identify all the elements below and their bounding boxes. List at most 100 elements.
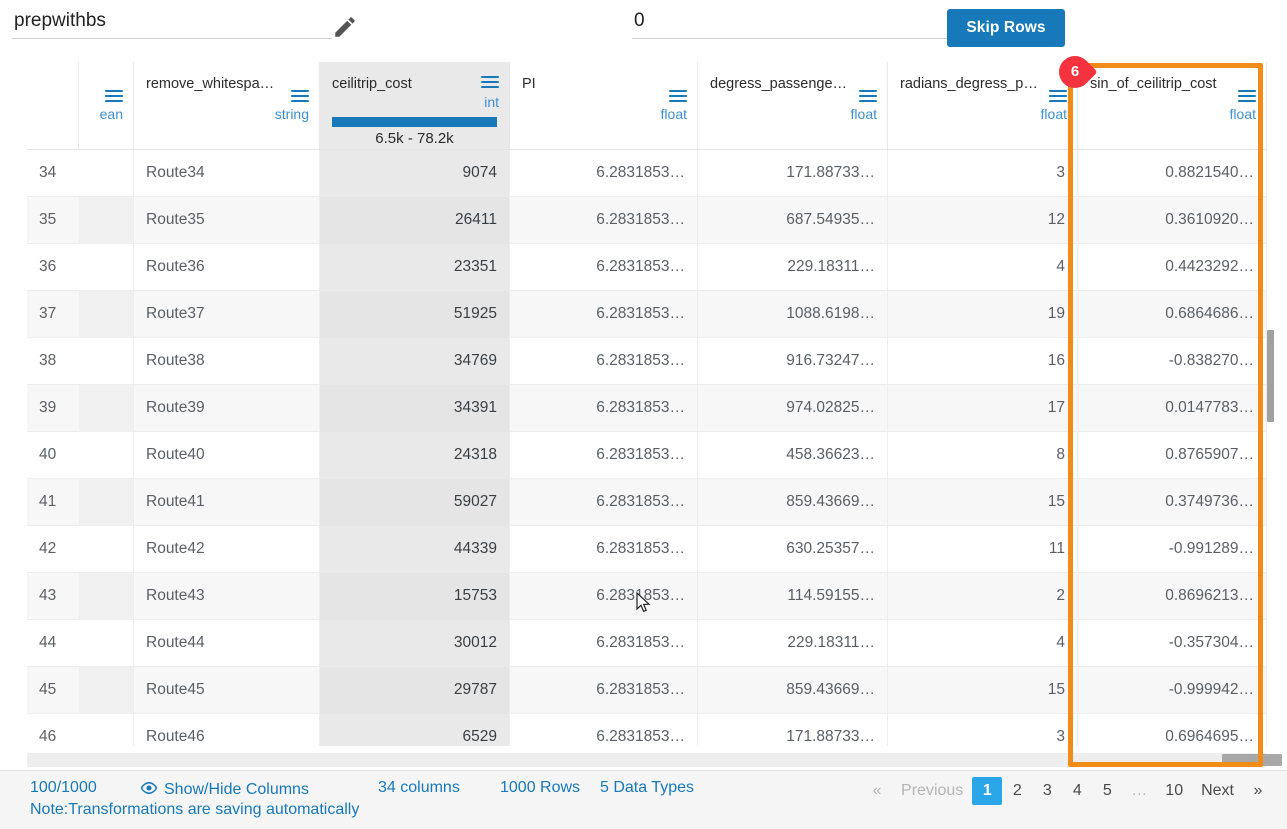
cell-pi[interactable]: 6.2831853… [510,714,698,746]
cell-sin[interactable]: -0.838270… [1078,338,1267,385]
column-header-rad[interactable]: radians_degress_p… float [888,62,1078,149]
cell-deg[interactable]: 229.18311… [698,244,888,291]
cell-idx[interactable]: 42 [39,540,57,557]
cell-bool[interactable] [79,620,134,667]
cell-sin[interactable]: 0.0147783… [1078,385,1267,432]
cell-deg[interactable]: 229.18311… [698,620,888,667]
pagination-next-chevron[interactable]: » [1253,782,1263,799]
cell-rad[interactable]: 8 [888,432,1078,479]
cell-ceil[interactable]: 26411 [320,197,510,244]
cell-rad[interactable]: 3 [888,714,1078,746]
pencil-icon[interactable] [332,14,358,40]
column-menu-icon[interactable] [669,90,687,103]
cell-ceil[interactable]: 34391 [320,385,510,432]
table-row[interactable]: 34 Route34 9074 6.2831853… 171.88733… 3 0.8821… [27,150,1267,197]
cell-sin[interactable]: -0.999942… [1078,667,1267,714]
cell-ceil[interactable]: 34769 [320,338,510,385]
cell-sin[interactable]: 0.8821540… [1078,150,1267,197]
table-row[interactable]: 44 Route44 30012 6.2831853… 229.18311… 4 -0.35… [27,620,1267,667]
cell-ceil[interactable]: 15753 [320,573,510,620]
cell-rad[interactable]: 11 [888,526,1078,573]
cell-str[interactable]: Route46 [134,714,320,746]
cell-bool[interactable] [79,291,134,338]
cell-sin[interactable]: 0.8765907… [1078,432,1267,479]
cell-deg[interactable]: 171.88733… [698,714,888,746]
cell-rad[interactable]: 2 [888,573,1078,620]
cell-str[interactable]: Route44 [134,620,320,667]
cell-ceil[interactable]: 30012 [320,620,510,667]
cell-bool[interactable] [79,714,134,746]
cell-bool[interactable] [79,385,134,432]
cell-ceil[interactable]: 23351 [320,244,510,291]
table-row[interactable]: 40 Route40 24318 6.2831853… 458.36623… 8 0.876… [27,432,1267,479]
cell-ceil[interactable]: 6529 [320,714,510,746]
cell-bool[interactable] [79,526,134,573]
pagination-page-3[interactable]: 3 [1042,782,1052,799]
table-row[interactable]: 45 Route45 29787 6.2831853… 859.43669… 15 -0.9… [27,667,1267,714]
pagination-page-2[interactable]: 2 [1012,782,1022,799]
cell-ceil[interactable]: 44339 [320,526,510,573]
skip-rows-button[interactable]: Skip Rows [947,9,1065,47]
cell-str[interactable]: Route36 [134,244,320,291]
cell-deg[interactable]: 974.02825… [698,385,888,432]
column-header-str[interactable]: remove_whitespace… string [134,62,320,149]
show-hide-columns-button[interactable]: Show/Hide Columns [140,779,309,799]
cell-str[interactable]: Route41 [134,479,320,526]
cell-str[interactable]: Route42 [134,526,320,573]
table-row[interactable]: 43 Route43 15753 6.2831853… 114.59155… 2 0.869… [27,573,1267,620]
cell-sin[interactable]: 0.3749736… [1078,479,1267,526]
cell-rad[interactable]: 16 [888,338,1078,385]
column-header-sin[interactable]: sin_of_ceilitrip_cost float [1078,62,1267,149]
horizontal-scrollbar-track[interactable] [27,753,1267,767]
cell-str[interactable]: Route43 [134,573,320,620]
grid-body[interactable]: 34 Route34 9074 6.2831853… 171.88733… 3 0.8821… [27,150,1267,746]
table-row[interactable]: 42 Route42 44339 6.2831853… 630.25357… 11 -0.9… [27,526,1267,573]
cell-str[interactable]: Route34 [134,150,320,197]
cell-bool[interactable] [79,479,134,526]
pagination-page-10[interactable]: 10 [1165,782,1184,799]
vertical-scrollbar-thumb[interactable] [1267,330,1274,422]
cell-sin[interactable]: 0.3610920… [1078,197,1267,244]
pagination-page-5[interactable]: 5 [1102,782,1112,799]
columns-count-label[interactable]: 34 columns [378,779,460,796]
column-header-idx[interactable] [27,62,79,149]
cell-bool[interactable] [79,573,134,620]
column-menu-icon[interactable] [859,90,877,103]
cell-rad[interactable]: 4 [888,620,1078,667]
cell-pi[interactable]: 6.2831853… [510,291,698,338]
cell-bool[interactable] [79,197,134,244]
cell-pi[interactable]: 6.2831853… [510,244,698,291]
table-row[interactable]: 35 Route35 26411 6.2831853… 687.54935… 12 0.36… [27,197,1267,244]
cell-deg[interactable]: 630.25357… [698,526,888,573]
cell-idx[interactable]: 43 [39,587,57,604]
column-header-bool[interactable]: ean [79,62,134,149]
cell-ceil[interactable]: 51925 [320,291,510,338]
table-row[interactable]: 39 Route39 34391 6.2831853… 974.02825… 17 0.01… [27,385,1267,432]
cell-ceil[interactable]: 29787 [320,667,510,714]
pagination-next-button[interactable]: Next [1201,782,1234,799]
cell-sin[interactable]: 0.4423292… [1078,244,1267,291]
column-header-pi[interactable]: PI float [510,62,698,149]
skip-rows-input[interactable] [632,10,952,39]
pagination-page-4[interactable]: 4 [1072,782,1082,799]
cell-deg[interactable]: 1088.6198… [698,291,888,338]
table-row[interactable]: 38 Route38 34769 6.2831853… 916.73247… 16 -0.8… [27,338,1267,385]
cell-sin[interactable]: -0.991289… [1078,526,1267,573]
cell-idx[interactable]: 37 [39,305,57,322]
cell-deg[interactable]: 114.59155… [698,573,888,620]
cell-idx[interactable]: 46 [39,728,57,745]
cell-str[interactable]: Route38 [134,338,320,385]
table-row[interactable]: 41 Route41 59027 6.2831853… 859.43669… 15 0.37… [27,479,1267,526]
cell-pi[interactable]: 6.2831853… [510,667,698,714]
cell-pi[interactable]: 6.2831853… [510,479,698,526]
cell-deg[interactable]: 859.43669… [698,479,888,526]
cell-idx[interactable]: 41 [39,493,57,510]
cell-deg[interactable]: 687.54935… [698,197,888,244]
table-row[interactable]: 36 Route36 23351 6.2831853… 229.18311… 4 0.442… [27,244,1267,291]
cell-sin[interactable]: 0.6964695… [1078,714,1267,746]
cell-deg[interactable]: 916.73247… [698,338,888,385]
column-menu-icon[interactable] [105,90,123,103]
column-menu-icon[interactable] [1049,90,1067,103]
cell-rad[interactable]: 15 [888,479,1078,526]
cell-pi[interactable]: 6.2831853… [510,526,698,573]
